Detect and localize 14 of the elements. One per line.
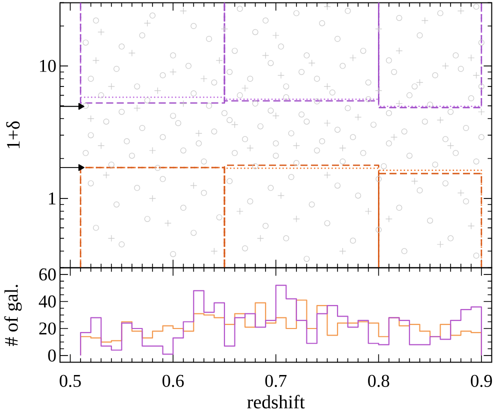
y-tick-label: 60 [39,268,56,281]
y-tick-label: 40 [38,295,56,308]
y-tick-label: 10 [40,60,56,72]
x-tick-label: 0.6 [162,374,184,388]
x-tick-label: 0.5 [60,374,81,388]
x-tick-label: 0.8 [368,374,390,388]
x-tick-label: 0.7 [265,374,287,388]
y-tick-label: 1 [49,192,56,204]
x-tick-label: 0.9 [470,374,492,388]
y-axis-title: # of gal. [4,284,22,346]
y-tick-label: 20 [39,322,56,335]
x-axis-title: redshift [247,394,305,408]
y-axis-title: 1+δ [6,121,20,148]
y-tick-label: 0 [48,349,56,362]
